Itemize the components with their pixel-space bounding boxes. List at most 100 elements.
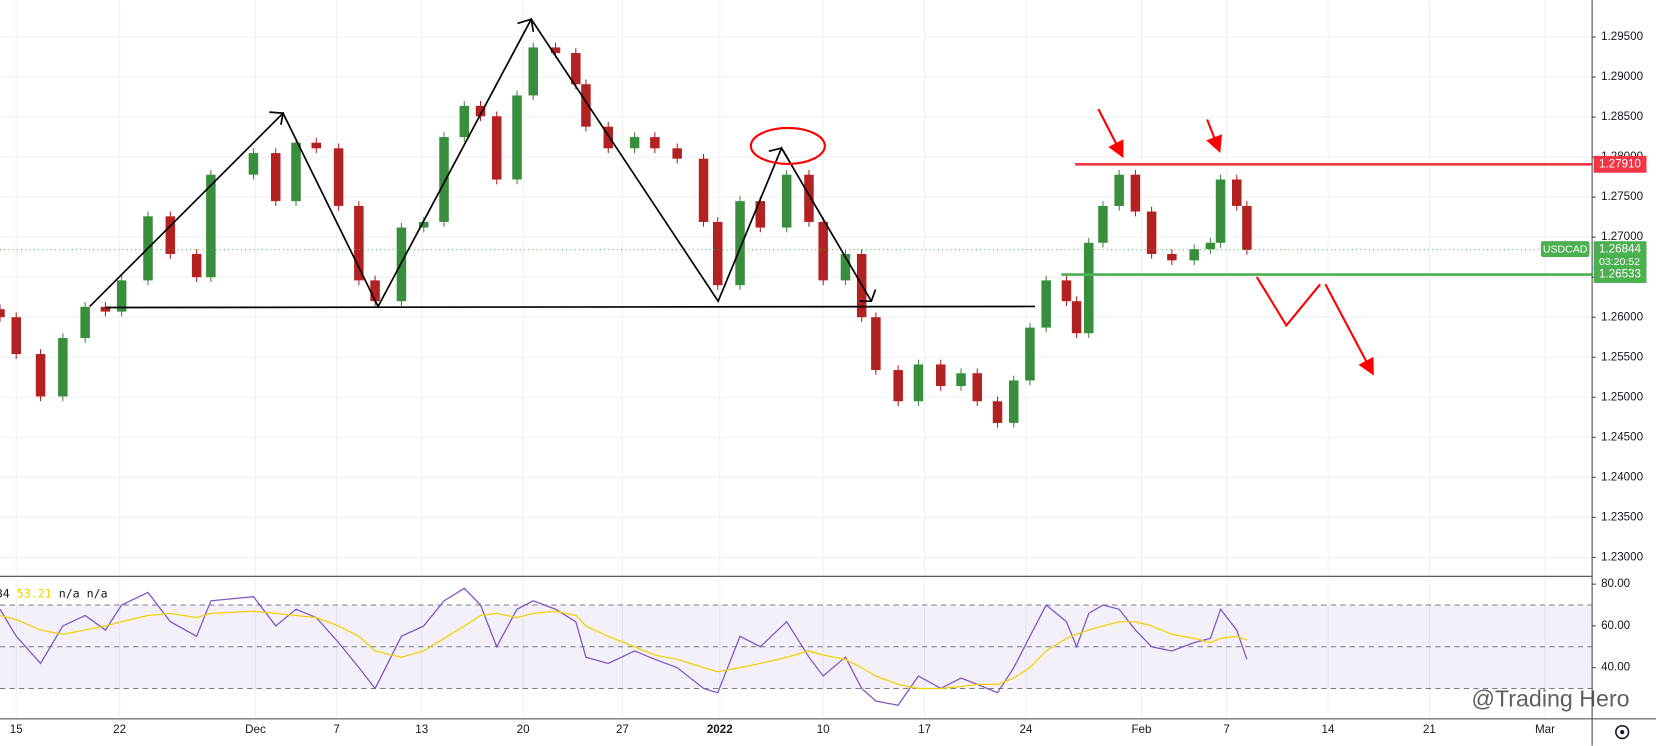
arrow-tip — [859, 289, 877, 303]
level-box — [1593, 266, 1647, 283]
candle-body — [370, 280, 380, 302]
symbol-tag-bg — [1540, 241, 1590, 258]
y-tick-label: 1.23000 — [1601, 550, 1643, 563]
candle-body — [672, 148, 682, 159]
candle-body — [1189, 249, 1199, 261]
x-tick-label: 21 — [1423, 723, 1436, 736]
x-tick-label: Feb — [1131, 723, 1151, 736]
y-tick-label: 60.00 — [1601, 619, 1630, 632]
red-annotations — [749, 108, 1374, 376]
candle-body — [1215, 179, 1226, 243]
candle-body — [871, 317, 881, 371]
last-price-box — [1593, 241, 1647, 271]
candle-body — [116, 280, 127, 312]
candle-body — [206, 174, 216, 278]
rsi-line — [0, 610, 1248, 690]
y-tick-label: 1.24000 — [1601, 470, 1643, 483]
candle-body — [972, 373, 983, 402]
rsi-pane — [0, 587, 1592, 706]
gear-hub[interactable] — [1620, 729, 1625, 735]
candle-body — [248, 153, 259, 175]
arrow — [1097, 108, 1124, 159]
candle-body — [100, 306, 111, 312]
y-tick-label: 1.27000 — [1601, 230, 1643, 243]
rsi-legend: 84 53.21 n/a n/a — [0, 586, 108, 600]
candle-body — [80, 306, 90, 339]
y-tick-label: 80.00 — [1601, 577, 1630, 590]
x-tick-label: 13 — [415, 723, 428, 736]
legend-value: 53.21 — [17, 586, 52, 600]
pattern-drawing — [89, 17, 1036, 309]
symbol-tag: USDCAD — [1543, 243, 1588, 255]
legend-value: n/a n/a — [59, 586, 108, 600]
x-tick-label: Dec — [245, 723, 266, 736]
candle-body — [1114, 174, 1124, 206]
y-tick-label: 1.26000 — [1601, 310, 1643, 323]
candle-body — [11, 317, 21, 355]
x-tick-label: 7 — [333, 723, 339, 736]
candle-body — [781, 174, 792, 228]
x-tick-label: 14 — [1322, 723, 1335, 736]
arrow-tip — [768, 147, 789, 160]
y-tick-label: 1.23500 — [1601, 510, 1643, 523]
candle-body — [1205, 242, 1216, 250]
x-tick-label: 24 — [1019, 723, 1032, 736]
grid — [0, 0, 1592, 719]
candle-body — [1146, 211, 1157, 254]
arrow — [1324, 283, 1374, 376]
candle-body — [270, 153, 281, 202]
y-tick-label: 1.29500 — [1601, 30, 1643, 43]
candle-body — [354, 205, 364, 281]
candle-body — [528, 47, 538, 96]
candle-body — [956, 373, 966, 387]
candle-body — [1041, 280, 1051, 328]
candle-body — [818, 221, 828, 281]
x-tick-label: 20 — [517, 723, 530, 736]
projection — [1255, 276, 1321, 328]
candle-body — [571, 53, 581, 85]
candle-body — [735, 201, 745, 286]
level-box — [1593, 155, 1647, 173]
candle-body — [58, 338, 68, 397]
axes: 15 22 Dec 7 13 20 27 2022 10 17 24 Feb 7 14 21 Mar 1.230… — [0, 30, 1647, 736]
rsi-line — [0, 587, 1248, 706]
candle-body — [698, 158, 709, 222]
x-tick-label: 27 — [616, 723, 629, 736]
candle-body — [1242, 205, 1252, 250]
level-label: 1.27910 — [1599, 157, 1641, 170]
arrow — [1206, 119, 1222, 154]
gear-icon[interactable] — [1615, 724, 1630, 740]
circle — [749, 126, 826, 165]
y-tick-label: 1.25000 — [1601, 390, 1643, 403]
candle-body — [35, 354, 46, 397]
candle-body — [1098, 205, 1108, 243]
arrow-tip — [517, 18, 535, 33]
y-tick-label: 1.27500 — [1601, 190, 1643, 203]
candle-body — [755, 201, 766, 228]
candle-body — [1167, 253, 1177, 261]
x-tick-label: Mar — [1535, 723, 1555, 736]
x-tick-label: 17 — [918, 723, 931, 736]
arrow-tip — [269, 111, 285, 125]
neckline — [105, 305, 1036, 309]
settings-button[interactable] — [1615, 724, 1630, 740]
candle-body — [1008, 380, 1019, 423]
candle-body — [581, 84, 591, 127]
y-tick-label: 1.28500 — [1601, 110, 1643, 123]
legend-value: 84 — [0, 586, 10, 600]
x-tick-label: 15 — [10, 723, 23, 736]
candle-body — [650, 137, 660, 149]
x-tick-label: 22 — [113, 723, 126, 736]
candle-body — [291, 142, 301, 202]
candle-body — [893, 370, 903, 402]
candle-body — [439, 137, 449, 222]
candle-body — [629, 137, 640, 149]
candle-body — [936, 364, 946, 387]
candle-body — [165, 216, 176, 254]
candle-body — [992, 401, 1003, 423]
y-tick-label: 1.25500 — [1601, 350, 1643, 363]
candle-body — [550, 47, 561, 54]
candle-body — [1084, 242, 1094, 334]
